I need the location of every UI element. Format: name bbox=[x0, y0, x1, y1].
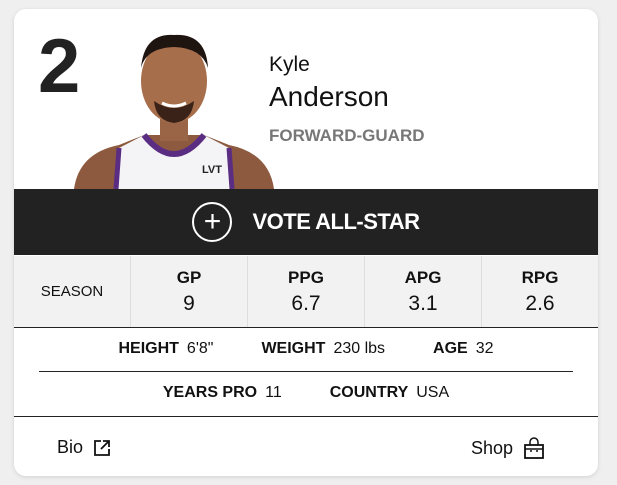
stat-value: 9 bbox=[183, 291, 195, 315]
player-card: 2 LVT Kyle Anderson FORWARD-GUARD + VOTE… bbox=[14, 9, 598, 476]
player-last-name: Anderson bbox=[269, 81, 389, 112]
stat-label: APG bbox=[404, 267, 442, 287]
external-link-icon bbox=[94, 439, 110, 456]
shop-label: Shop bbox=[471, 437, 514, 458]
info-row-2: YEARS PRO 11 COUNTRY USA bbox=[14, 384, 598, 402]
stat-label: GP bbox=[176, 267, 202, 287]
stat-label: RPG bbox=[521, 267, 559, 287]
jersey-text: LVT bbox=[202, 164, 222, 176]
card-footer: Bio Shop bbox=[14, 416, 598, 476]
shopping-bag-icon bbox=[524, 437, 544, 459]
country-label: COUNTRY bbox=[329, 384, 409, 401]
vote-label: VOTE ALL-STAR bbox=[252, 209, 420, 234]
season-stats: SEASON GP 9 PPG 6.7 APG 3.1 RPG 2.6 bbox=[14, 256, 598, 328]
stat-rpg: RPG 2.6 bbox=[481, 256, 598, 327]
weight-label: WEIGHT bbox=[261, 340, 326, 357]
years-pro-value: 11 bbox=[265, 384, 282, 401]
player-photo: LVT bbox=[74, 34, 274, 189]
divider bbox=[39, 371, 573, 372]
weight-value: 230 lbs bbox=[333, 340, 386, 357]
stat-ppg: PPG 6.7 bbox=[247, 256, 364, 327]
height-value: 6'8" bbox=[186, 340, 214, 357]
jersey-number: 2 bbox=[38, 24, 81, 109]
age-label: AGE bbox=[433, 340, 468, 357]
stat-gp: GP 9 bbox=[130, 256, 247, 327]
height-label: HEIGHT bbox=[118, 340, 179, 357]
season-label: SEASON bbox=[40, 283, 104, 300]
info-row-1: HEIGHT 6'8" WEIGHT 230 lbs AGE 32 bbox=[14, 340, 598, 358]
stat-label: PPG bbox=[288, 267, 324, 287]
stat-value: 2.6 bbox=[525, 291, 555, 315]
vote-all-star-button[interactable]: + VOTE ALL-STAR bbox=[14, 189, 598, 255]
player-position: FORWARD-GUARD bbox=[269, 126, 425, 145]
age-value: 32 bbox=[475, 340, 494, 357]
bio-label: Bio bbox=[57, 437, 84, 457]
player-first-name: Kyle bbox=[269, 53, 310, 76]
country-value: USA bbox=[416, 384, 450, 401]
stat-value: 6.7 bbox=[291, 291, 321, 315]
plus-circle-icon: + bbox=[192, 202, 233, 242]
shop-link[interactable]: Shop bbox=[471, 437, 545, 459]
stat-apg: APG 3.1 bbox=[364, 256, 481, 327]
stat-value: 3.1 bbox=[408, 291, 438, 315]
years-pro-label: YEARS PRO bbox=[162, 384, 258, 401]
bio-link[interactable]: Bio bbox=[57, 437, 111, 458]
